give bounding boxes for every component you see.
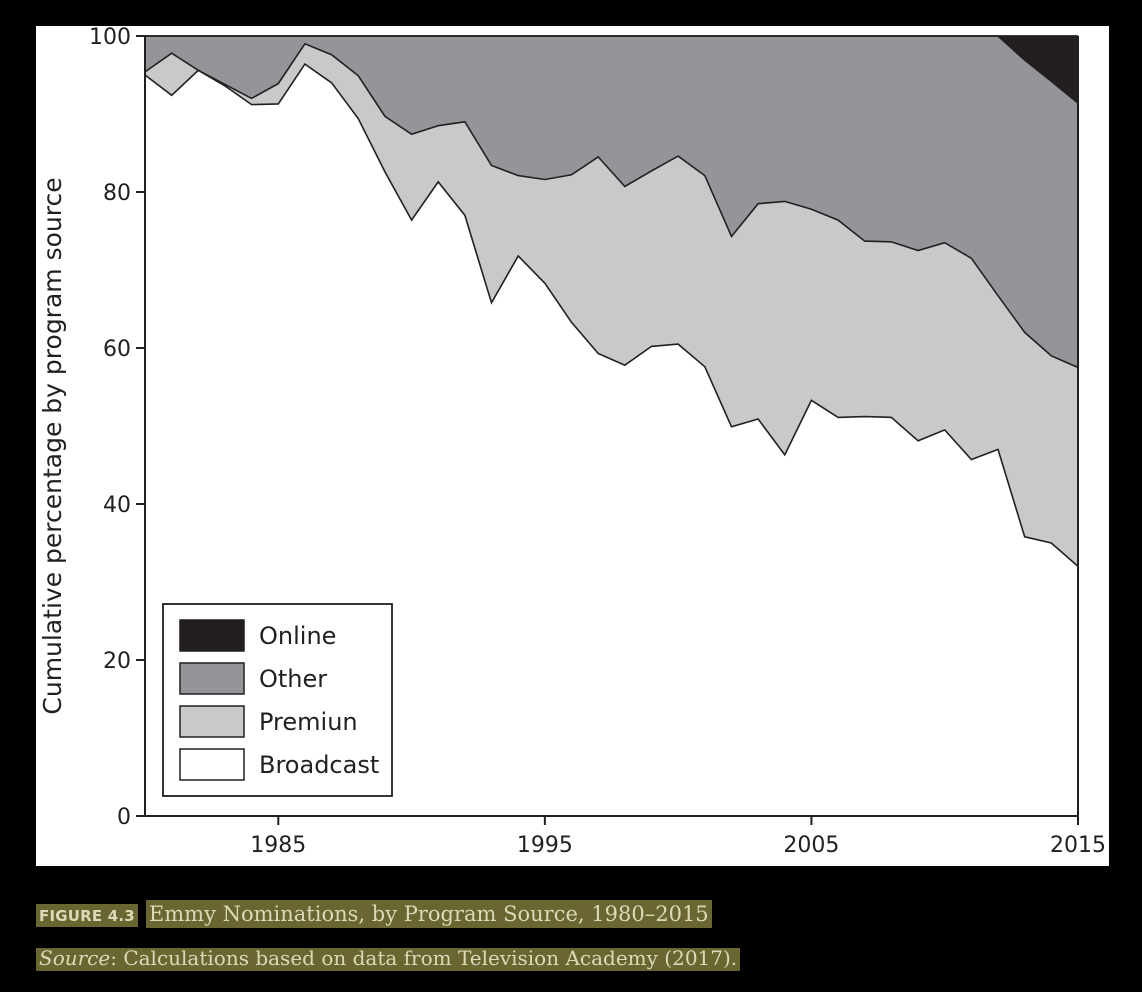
line-broadcast bbox=[144, 62, 1079, 568]
legend-swatch-premiun bbox=[179, 705, 245, 738]
legend-label-online: Online bbox=[259, 622, 336, 650]
x-tick-label: 1985 bbox=[250, 833, 306, 858]
y-tick-label: 60 bbox=[103, 337, 131, 362]
legend-swatch-online bbox=[179, 619, 245, 652]
line-premiun bbox=[144, 42, 1079, 369]
legend-label-premiun: Premiun bbox=[259, 708, 358, 736]
figure-title: Emmy Nominations, by Program Source, 198… bbox=[145, 900, 712, 928]
figure-label: FIGURE 4.3 bbox=[39, 907, 135, 925]
legend-label-other: Other bbox=[259, 665, 327, 693]
y-tick-label: 100 bbox=[89, 26, 131, 50]
legend-swatch-other bbox=[179, 662, 245, 695]
area-other bbox=[145, 36, 1078, 368]
y-tick-label: 0 bbox=[117, 805, 131, 830]
axes: 0 20 40 60 80 100 1985 1995 2005 2015 bbox=[89, 26, 1106, 858]
y-tick-label: 40 bbox=[103, 493, 131, 518]
source-label: Source bbox=[39, 946, 111, 970]
chart-panel: 0 20 40 60 80 100 1985 1995 2005 2015 Cumulative … bbox=[36, 26, 1109, 866]
legend-label-broadcast: Broadcast bbox=[259, 751, 379, 779]
area-chart: 0 20 40 60 80 100 1985 1995 2005 2015 Cumulative … bbox=[38, 26, 1106, 858]
caption-title-line: FIGURE 4.3 Emmy Nominations, by Program S… bbox=[36, 900, 1126, 936]
figure-caption: FIGURE 4.3 Emmy Nominations, by Program S… bbox=[36, 900, 1126, 990]
source-text: : Calculations based on data from Televi… bbox=[110, 946, 738, 970]
y-tick-label: 80 bbox=[103, 181, 131, 206]
x-tick-label: 2015 bbox=[1050, 833, 1106, 858]
caption-source-line: Source: Calculations based on data from … bbox=[36, 946, 1126, 980]
x-tick-label: 2005 bbox=[783, 833, 839, 858]
legend-swatch-broadcast bbox=[179, 748, 245, 781]
legend: Online Other Premiun Broadcast bbox=[162, 603, 393, 797]
y-axis-title: Cumulative percentage by program source bbox=[38, 177, 67, 714]
y-tick-label: 20 bbox=[103, 649, 131, 674]
x-tick-label: 1995 bbox=[517, 833, 573, 858]
area-premiun bbox=[145, 43, 1078, 567]
